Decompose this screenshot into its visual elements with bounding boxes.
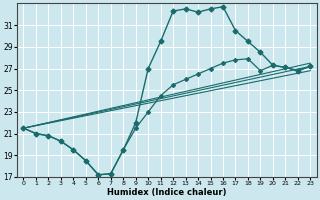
X-axis label: Humidex (Indice chaleur): Humidex (Indice chaleur) — [107, 188, 227, 197]
